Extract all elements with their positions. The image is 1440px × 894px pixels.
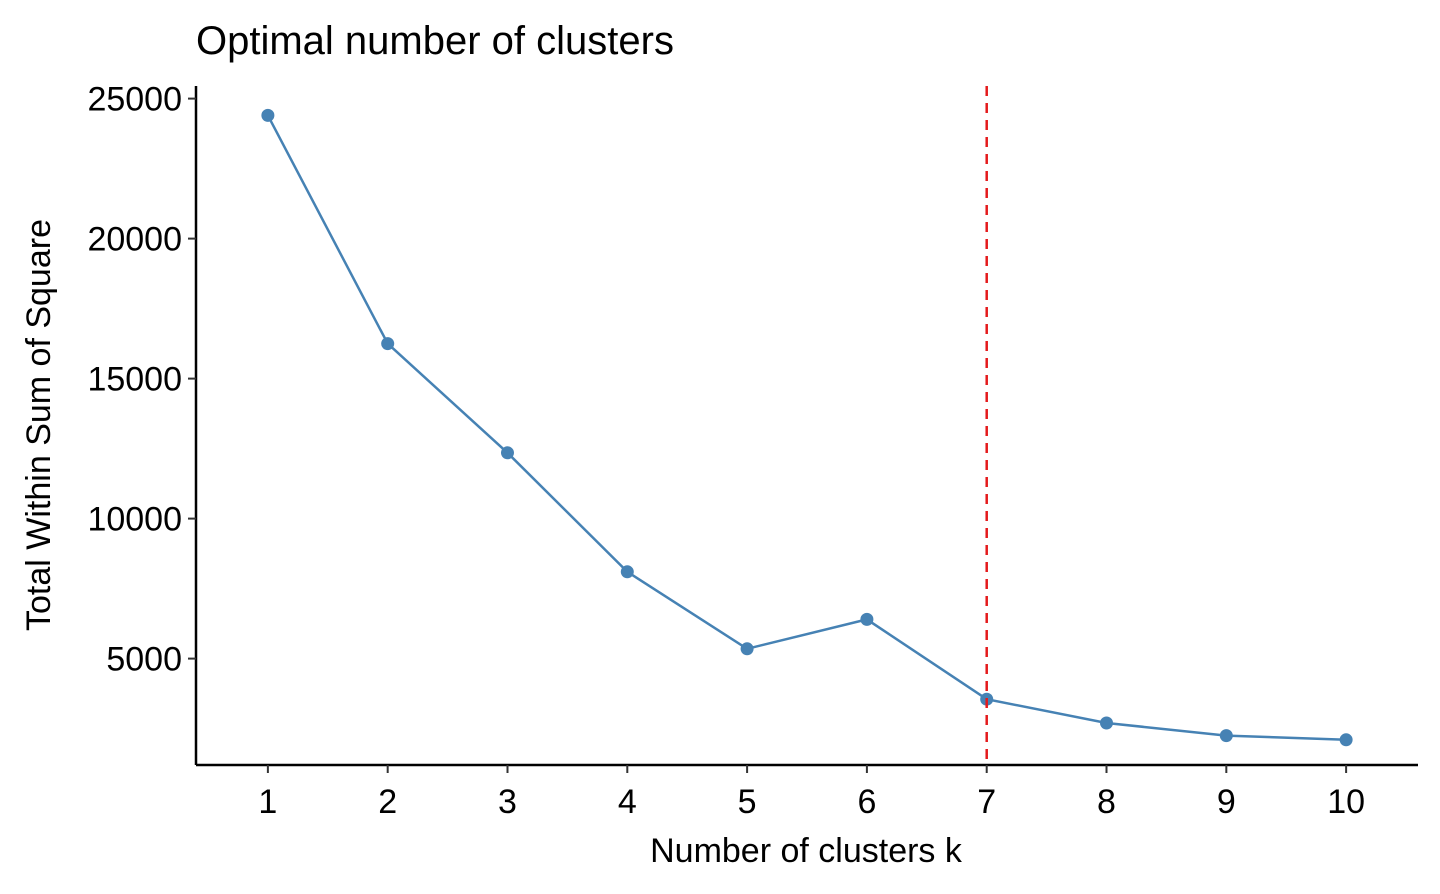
series-line <box>266 114 1347 742</box>
data-point <box>381 337 395 351</box>
x-axis-label: Number of clusters k <box>650 832 963 870</box>
x-tick-label: 9 <box>1217 783 1236 821</box>
data-point <box>860 612 874 626</box>
data-point <box>620 565 634 579</box>
data-point <box>261 108 275 122</box>
y-tick-label: 15000 <box>87 361 182 399</box>
data-point <box>1339 733 1353 747</box>
data-point <box>1100 716 1114 730</box>
x-tick-label: 10 <box>1327 783 1365 821</box>
x-tick-label: 8 <box>1097 783 1116 821</box>
data-point <box>500 446 514 460</box>
x-tick-label: 4 <box>618 783 637 821</box>
x-tick-label: 3 <box>498 783 517 821</box>
x-tick-label: 1 <box>258 783 277 821</box>
x-tick-label: 2 <box>378 783 397 821</box>
x-tick-label: 7 <box>977 783 996 821</box>
x-tick-label: 5 <box>738 783 757 821</box>
plot-area: 5000 10000 15000 20000 25000 1 2 3 4 5 6 7 8 9 10 <box>87 81 1418 821</box>
data-point <box>1219 729 1233 743</box>
chart-title: Optimal number of clusters <box>196 19 674 63</box>
y-tick-label: 10000 <box>87 501 182 539</box>
y-axis-label: Total Within Sum of Square <box>20 219 58 631</box>
y-tick-label: 5000 <box>106 641 182 679</box>
y-tick-label: 25000 <box>87 81 182 119</box>
y-tick-label: 20000 <box>87 221 182 259</box>
data-point <box>740 642 754 656</box>
x-tick-label: 6 <box>857 783 876 821</box>
